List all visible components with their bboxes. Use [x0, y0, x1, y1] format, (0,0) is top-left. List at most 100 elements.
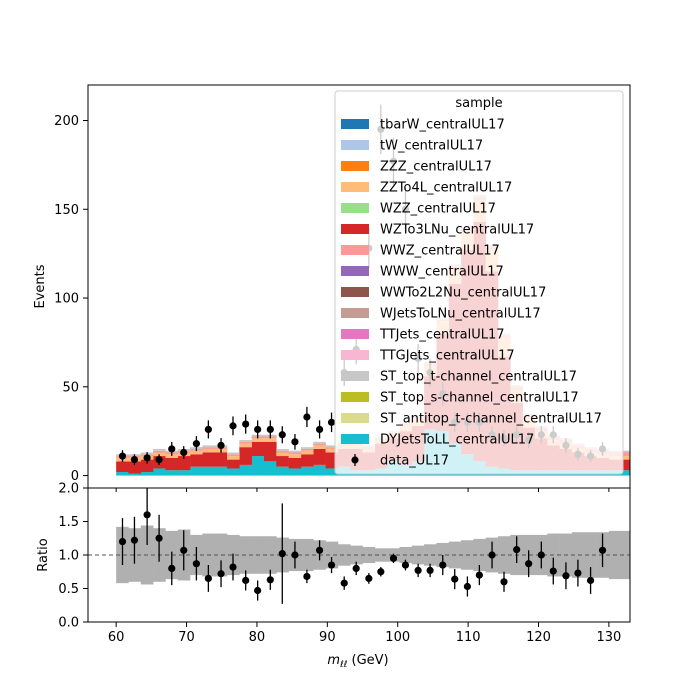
stack-bar-WZTo3LNu_centralUL17: [695, 461, 700, 470]
stack-bar-ZZTo4L_centralUL17: [276, 452, 289, 457]
legend-label: WZTo3LNu_centralUL17: [380, 223, 534, 238]
ratio-point: [439, 561, 447, 569]
ratio-point: [291, 551, 299, 559]
legend-swatch: [341, 287, 369, 297]
x-axis-label-subscript: ℓℓ: [339, 660, 347, 670]
stack-bar-WZTo3LNu_centralUL17: [313, 448, 326, 465]
legend-label: WWTo2L2Nu_centralUL17: [380, 286, 546, 301]
ratio-y-axis-label: Ratio: [36, 538, 51, 571]
stack-bar-ZZTo4L_centralUL17: [239, 443, 252, 448]
ratio-y-tick-label: 2.0: [58, 482, 79, 497]
legend: sample tbarW_centralUL17 tW_centralUL17 ZZ…: [334, 90, 624, 475]
stack-bar-DYJetsToLL_centralUL17: [263, 461, 277, 476]
data-point: [217, 441, 225, 449]
stack-bar-WZTo3LNu_centralUL17: [116, 461, 129, 473]
stack-bar-ST_top_t-channel_centralUL17: [313, 441, 326, 444]
stack-bar-ZZTo4L_centralUL17: [621, 456, 630, 460]
stack-bar-ST_top_t-channel_centralUL17: [670, 452, 683, 454]
x-tick-label: 120: [526, 630, 551, 645]
stack-bar-ZZTo4L_centralUL17: [190, 450, 203, 455]
legend-swatch: [341, 224, 369, 234]
stack-bar-DYJetsToLL_centralUL17: [190, 466, 203, 476]
ratio-panel: 0.0 0.5 1.0 1.5 2.0 Ratio: [36, 482, 659, 631]
uncertainty-band-bin: [473, 538, 487, 572]
stack-bar-WZTo3LNu_centralUL17: [177, 456, 191, 471]
ratio-y-tick-label: 1.5: [58, 515, 79, 530]
stack-bar-ZZTo4L_centralUL17: [695, 458, 700, 462]
uncertainty-band-bin: [337, 544, 351, 566]
data-point: [155, 455, 163, 464]
stack-bar-DYJetsToLL_centralUL17: [177, 470, 191, 476]
uncertainty-band-bin: [646, 531, 659, 579]
ratio-point: [118, 538, 127, 546]
ratio-point: [500, 578, 508, 586]
ratio-frame: [87, 487, 631, 623]
data-point: [291, 438, 299, 446]
stack-bar-WWZ_centralUL17: [670, 454, 683, 458]
stack-bar-DYJetsToLL_centralUL17: [683, 470, 696, 475]
stack-bar-ZZTo4L_centralUL17: [227, 456, 240, 460]
stack-bar-ST_top_t-channel_centralUL17: [695, 452, 700, 454]
stack-bar-DYJetsToLL_centralUL17: [646, 470, 659, 475]
ratio-point: [204, 574, 212, 583]
stack-bar-DYJetsToLL_centralUL17: [202, 466, 216, 476]
ratio-point: [143, 511, 151, 519]
x-tick-label: 90: [319, 630, 336, 645]
ratio-point: [525, 560, 533, 568]
stack-bar-ST_top_t-channel_centralUL17: [227, 452, 240, 455]
ratio-point: [266, 576, 274, 584]
stack-bar-WZTo3LNu_centralUL17: [251, 441, 265, 457]
stack-bar-ST_top_t-channel_centralUL17: [288, 450, 302, 453]
x-tick-label: 80: [249, 630, 266, 645]
ratio-point: [254, 586, 262, 595]
stack-bar-ZZTo4L_centralUL17: [251, 438, 265, 442]
legend-swatch: [341, 266, 369, 276]
stack-bar-DYJetsToLL_centralUL17: [116, 472, 129, 476]
stack-bar-ZZTo4L_centralUL17: [288, 454, 302, 458]
legend-label: tbarW_centralUL17: [380, 118, 505, 133]
stack-bar-ZZTo4L_centralUL17: [300, 450, 314, 455]
stack-bar-DYJetsToLL_centralUL17: [300, 466, 314, 476]
stack-bar-DYJetsToLL_centralUL17: [313, 464, 326, 476]
data-point: [266, 425, 274, 434]
uncertainty-band-bin: [325, 541, 339, 569]
legend-swatch: [341, 203, 369, 213]
stack-bar-ST_top_t-channel_centralUL17: [276, 448, 289, 451]
ratio-point: [180, 546, 188, 554]
data-point: [229, 422, 237, 430]
ratio-points: [118, 488, 607, 604]
stack-bar-WWZ_centralUL17: [153, 450, 166, 453]
x-tick-label: 60: [108, 630, 125, 645]
stack-bar-WZTo3LNu_centralUL17: [300, 454, 314, 467]
stack-bar-DYJetsToLL_centralUL17: [165, 470, 179, 476]
stack-bar-WZTo3LNu_centralUL17: [621, 459, 630, 471]
uncertainty-band-bin: [374, 548, 388, 562]
ratio-point: [130, 536, 139, 544]
x-axis: 60 70 80 90 100 110 120 130: [108, 487, 621, 645]
data-point: [278, 431, 286, 439]
stack-bar-DYJetsToLL_centralUL17: [658, 470, 671, 475]
data-point: [204, 425, 212, 434]
main-y-tick-label: 50: [62, 380, 79, 395]
uncertainty-band-bin: [424, 544, 437, 566]
stack-bar-WZTo3LNu_centralUL17: [227, 459, 240, 469]
data-point: [254, 425, 262, 434]
stack-bar-WZTo3LNu_centralUL17: [634, 461, 647, 470]
stack-bar-DYJetsToLL_centralUL17: [695, 470, 700, 475]
legend-swatch: [341, 119, 369, 129]
x-axis-label-symbol: m: [327, 653, 340, 668]
data-point: [143, 454, 151, 462]
stack-bar-DYJetsToLL_centralUL17: [325, 468, 339, 476]
legend-entries: tbarW_centralUL17 tW_centralUL17 ZZZ_centr…: [341, 118, 602, 469]
stack-bar-WWZ_centralUL17: [683, 454, 696, 458]
ratio-point: [303, 572, 311, 581]
ratio-point: [389, 554, 398, 562]
main-y-axis-label: Events: [33, 264, 48, 308]
stack-bar-ZZTo4L_centralUL17: [202, 448, 216, 453]
ratio-point: [463, 582, 471, 591]
stack-bar-ST_top_t-channel_centralUL17: [646, 452, 659, 454]
ratio-point: [488, 551, 496, 559]
uncertainty-band-bin: [634, 531, 647, 579]
ratio-y-axis: 0.0 0.5 1.0 1.5 2.0: [58, 482, 88, 631]
ratio-point: [562, 572, 570, 580]
